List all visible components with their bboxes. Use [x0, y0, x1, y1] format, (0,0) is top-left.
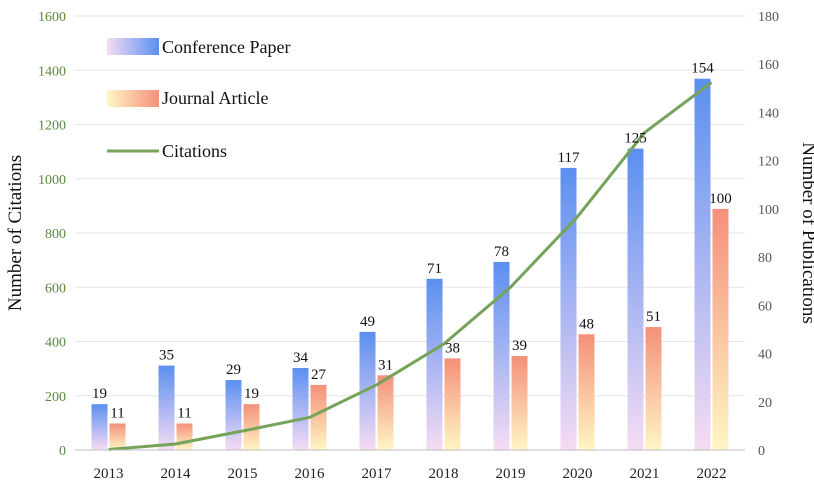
- bar-journal-article: [444, 358, 461, 450]
- data-label-journal-article: 19: [244, 386, 259, 402]
- bar-journal-article: [377, 375, 394, 450]
- axes: 0 200 400 600 800 1000 1200 1400 1600 0 20 40 60 80 10…: [38, 10, 779, 482]
- x-tick-label: 2017: [362, 466, 393, 482]
- bar-journal-article: [645, 327, 662, 450]
- y-right-tick-label: 100: [758, 203, 779, 218]
- data-label-journal-article: 39: [512, 338, 527, 354]
- y-right-tick-label: 120: [758, 155, 779, 170]
- data-label-journal-article: 48: [579, 316, 594, 332]
- bar-journal-article: [712, 208, 729, 450]
- y-left-tick-label: 400: [45, 336, 66, 351]
- data-label-journal-article: 51: [646, 309, 661, 325]
- legend-label-citations: Citations: [162, 141, 227, 161]
- bar-conference-paper: [493, 261, 510, 450]
- y-axis-left-title: Number of Citations: [5, 155, 26, 311]
- bar-journal-article: [310, 384, 327, 450]
- bar-conference-paper: [694, 78, 711, 450]
- y-right-tick-label: 0: [758, 444, 765, 459]
- data-label-conference-paper: 78: [494, 244, 509, 260]
- y-left-tick-label: 1600: [38, 10, 66, 25]
- data-label-conference-paper: 49: [360, 314, 375, 330]
- y-left-tick-label: 0: [59, 444, 66, 459]
- legend-swatch-conference-paper: [107, 38, 159, 55]
- bars: [91, 78, 729, 450]
- bar-conference-paper: [158, 365, 175, 450]
- bar-conference-paper: [292, 368, 309, 450]
- y-left-tick-label: 1000: [38, 173, 66, 188]
- legend-label-conference-paper: Conference Paper: [162, 37, 290, 57]
- x-tick-label: 2018: [429, 466, 459, 482]
- legend-label-journal-article: Journal Article: [162, 88, 268, 108]
- y-right-tick-label: 180: [758, 10, 779, 25]
- x-tick-label: 2020: [563, 466, 593, 482]
- bar-journal-article: [578, 334, 595, 450]
- y-left-tick-label: 200: [45, 390, 66, 405]
- y-right-tick-label: 160: [758, 58, 779, 73]
- x-tick-label: 2021: [630, 466, 660, 482]
- y-left-tick-label: 1400: [38, 64, 66, 79]
- y-right-tick-label: 40: [758, 348, 772, 363]
- y-right-tick-label: 140: [758, 106, 779, 121]
- data-label-conference-paper: 125: [624, 131, 647, 147]
- y-axis-right-title: Number of Publications: [798, 142, 814, 324]
- data-label-journal-article: 31: [378, 357, 393, 373]
- data-label-conference-paper: 71: [427, 261, 442, 277]
- y-right-tick-label: 20: [758, 396, 772, 411]
- bar-conference-paper: [225, 380, 242, 450]
- legend: Conference Paper Journal Article Citatio…: [107, 37, 290, 161]
- y-left-tick-label: 600: [45, 281, 66, 296]
- x-tick-label: 2022: [697, 466, 727, 482]
- bar-journal-article: [176, 423, 193, 450]
- legend-swatch-journal-article: [107, 90, 159, 107]
- citations-line-layer: [108, 81, 713, 451]
- data-label-conference-paper: 117: [558, 150, 580, 166]
- data-label-conference-paper: 154: [691, 61, 714, 77]
- data-label-journal-article: 11: [110, 405, 124, 421]
- x-tick-label: 2014: [161, 466, 192, 482]
- y-left-tick-label: 1200: [38, 119, 66, 134]
- data-label-journal-article: 27: [311, 367, 327, 383]
- bar-conference-paper: [560, 167, 577, 450]
- x-tick-label: 2016: [295, 466, 326, 482]
- y-right-tick-label: 60: [758, 299, 772, 314]
- y-left-tick-label: 800: [45, 227, 66, 242]
- data-label-conference-paper: 34: [293, 350, 309, 366]
- data-label-journal-article: 38: [445, 340, 460, 356]
- bar-conference-paper: [627, 148, 644, 450]
- bar-conference-paper: [91, 404, 108, 450]
- data-label-conference-paper: 19: [92, 386, 107, 402]
- bar-journal-article: [511, 355, 528, 450]
- y-right-tick-label: 80: [758, 251, 772, 266]
- data-label-conference-paper: 29: [226, 362, 241, 378]
- x-tick-label: 2019: [496, 466, 526, 482]
- x-tick-label: 2013: [94, 466, 124, 482]
- data-label-conference-paper: 35: [159, 348, 174, 364]
- bar-journal-article: [109, 423, 126, 450]
- grid-lines: [75, 15, 745, 397]
- data-label-journal-article: 100: [709, 191, 732, 207]
- data-labels: 1911351129193427493171387839117481255115…: [92, 61, 732, 422]
- bar-conference-paper: [426, 278, 443, 450]
- x-tick-label: 2015: [228, 466, 258, 482]
- data-label-journal-article: 11: [177, 405, 191, 421]
- bar-journal-article: [243, 404, 260, 450]
- citations-line: [108, 81, 713, 451]
